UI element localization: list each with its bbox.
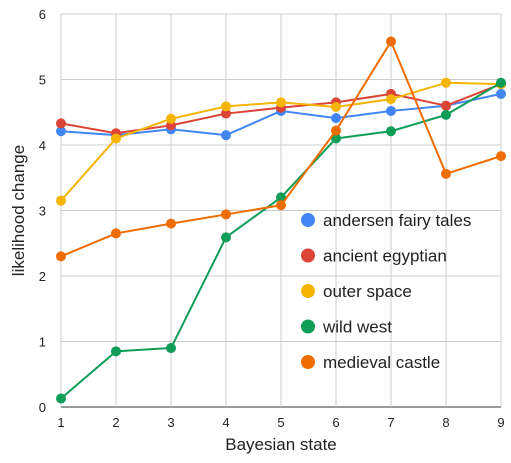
series-medieval-castle [56,36,506,262]
legend-swatch [301,355,315,369]
y-tick-label: 2 [39,269,46,284]
data-point [441,168,451,179]
legend: andersen fairy tales ancient egyptian oute… [301,211,471,372]
data-point [386,36,396,47]
legend-swatch [301,319,315,334]
data-point [111,228,121,239]
x-tick-label: 5 [277,415,284,430]
data-point [386,94,396,105]
x-tick-label: 3 [167,415,174,430]
legend-swatch [301,248,315,263]
legend-swatch [301,284,315,298]
legend-label: andersen fairy tales [323,211,471,230]
x-tick-label: 2 [112,415,119,430]
x-tick-label: 1 [57,415,64,430]
x-axis-title: Bayesian state [225,435,337,454]
data-point [56,195,66,206]
legend-label: wild west [322,318,392,337]
data-point [276,97,286,108]
legend-label: ancient egyptian [323,247,447,266]
series-wild-west [56,77,506,404]
legend-swatch [301,213,315,227]
data-point [276,200,286,211]
x-tick-label: 6 [332,415,339,430]
data-point [331,102,341,113]
legend-label: medieval castle [323,353,440,372]
x-tick-label: 8 [442,415,449,430]
data-point [386,105,396,116]
data-point [496,151,506,162]
x-tick-label: 7 [387,415,394,430]
data-point [166,343,176,354]
data-point [276,192,286,203]
data-point [221,108,231,119]
data-point [386,126,396,137]
y-tick-label: 0 [39,400,46,415]
data-point [221,209,231,220]
data-point [331,113,341,124]
data-point [496,77,506,88]
data-point [221,101,231,112]
y-tick-label: 3 [39,204,46,219]
series-group [56,36,506,404]
y-tick-label: 1 [39,335,46,350]
data-point [166,218,176,229]
data-point [441,100,451,111]
data-point [56,118,66,129]
data-point [221,232,231,243]
data-point [441,109,451,120]
data-point [111,133,121,144]
data-point [166,113,176,124]
legend-label: outer space [323,282,412,301]
data-point [331,133,341,144]
data-point [56,393,66,404]
x-tick-label: 9 [497,415,504,430]
data-point [331,125,341,136]
data-point [441,77,451,88]
grid [60,13,502,408]
data-point [221,130,231,141]
y-axis-title: likelihood change [9,145,28,276]
data-point [496,88,506,99]
data-point [111,346,121,357]
data-point [56,126,66,137]
y-tick-label: 4 [39,138,46,153]
data-point [56,251,66,262]
x-tick-label: 4 [222,415,229,430]
y-tick-label: 6 [39,7,46,22]
y-tick-label: 5 [39,73,46,88]
